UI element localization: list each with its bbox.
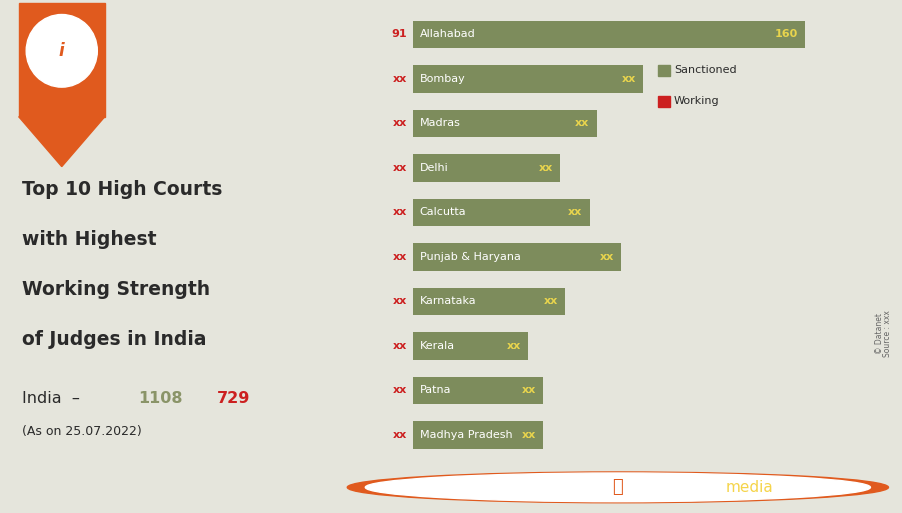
Text: media: media (726, 480, 774, 495)
Text: i: i (59, 42, 65, 60)
Text: India  –: India – (23, 391, 90, 406)
Text: with Highest: with Highest (23, 230, 157, 249)
Ellipse shape (26, 14, 97, 87)
Text: xx: xx (393, 341, 408, 351)
Text: xx: xx (521, 430, 536, 440)
Text: Karnataka: Karnataka (419, 297, 476, 306)
Text: xx: xx (568, 207, 582, 218)
Text: xx: xx (393, 119, 408, 128)
Text: Madhya Pradesh: Madhya Pradesh (419, 430, 512, 440)
Text: xx: xx (621, 74, 636, 84)
Text: indiastat: indiastat (636, 480, 713, 495)
Text: ⓘ: ⓘ (612, 478, 623, 497)
Bar (413, 21, 805, 48)
Text: 1108: 1108 (139, 391, 183, 406)
Text: © Datanet: © Datanet (875, 313, 884, 354)
Text: Madras: Madras (419, 119, 460, 128)
Text: xx: xx (575, 119, 590, 128)
Text: Top 10 High Courts: Top 10 High Courts (23, 180, 223, 199)
Text: xx: xx (538, 163, 553, 173)
Polygon shape (19, 116, 105, 167)
Bar (658, 96, 670, 107)
Bar (413, 377, 543, 404)
Text: (As on 25.07.2022): (As on 25.07.2022) (23, 425, 143, 439)
Text: xx: xx (393, 74, 408, 84)
Text: Allahabad: Allahabad (419, 29, 475, 40)
Text: xx: xx (544, 297, 557, 306)
Text: xx: xx (393, 430, 408, 440)
Text: 91: 91 (391, 29, 408, 40)
Polygon shape (19, 3, 105, 116)
Text: Working Strength: Working Strength (23, 280, 210, 299)
Text: Bombay: Bombay (419, 74, 465, 84)
Text: xx: xx (393, 207, 408, 218)
Bar (413, 243, 621, 271)
Text: 729: 729 (217, 391, 251, 406)
Text: of Judges in India: of Judges in India (23, 330, 207, 349)
Text: Source : xxx: Source : xxx (883, 310, 892, 357)
Text: Calcutta: Calcutta (419, 207, 466, 218)
Text: Sanctioned: Sanctioned (674, 65, 737, 75)
Text: Patna: Patna (419, 385, 451, 396)
Bar (413, 199, 590, 226)
Bar (658, 65, 670, 76)
Bar (413, 65, 643, 93)
Text: Working: Working (674, 96, 720, 106)
Circle shape (365, 473, 870, 502)
Text: xx: xx (521, 385, 536, 396)
Text: Kerala: Kerala (419, 341, 455, 351)
Text: xx: xx (600, 252, 614, 262)
Bar (413, 288, 565, 315)
Text: xx: xx (393, 297, 408, 306)
Bar (413, 154, 560, 182)
Text: xx: xx (507, 341, 521, 351)
Text: Punjab & Haryana: Punjab & Haryana (419, 252, 520, 262)
Text: xx: xx (393, 252, 408, 262)
Bar (413, 421, 543, 449)
Bar (413, 110, 597, 137)
Text: Delhi: Delhi (419, 163, 448, 173)
Text: 160: 160 (774, 29, 797, 40)
Bar (413, 332, 529, 360)
Circle shape (347, 472, 888, 503)
Text: xx: xx (393, 163, 408, 173)
Text: xx: xx (393, 385, 408, 396)
